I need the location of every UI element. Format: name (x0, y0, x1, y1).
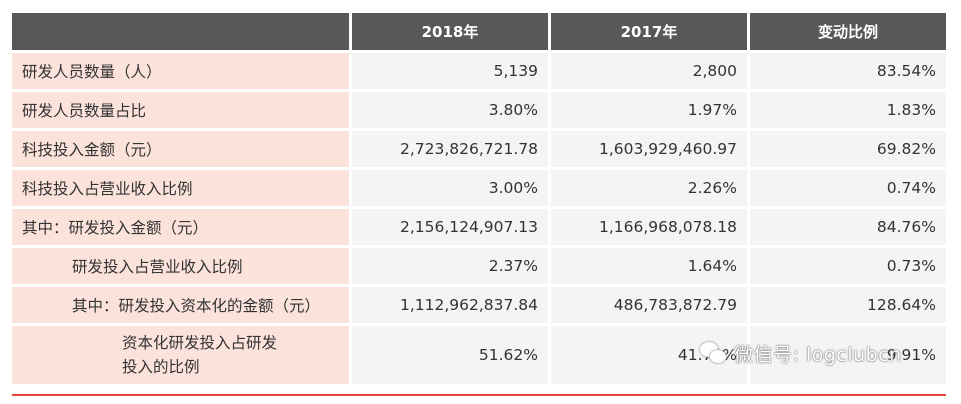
value-2017: 2,800 (551, 53, 747, 89)
value-2018: 51.62% (352, 326, 548, 384)
value-2017: 486,783,872.79 (551, 287, 747, 323)
wechat-icon (700, 341, 728, 366)
value-change: 9.91% (750, 326, 946, 384)
value-2017: 2.26% (551, 170, 747, 206)
row-label: 研发人员数量（人） (12, 53, 349, 89)
watermark-text: 微信号: logclubcn (734, 344, 902, 366)
row-label: 资本化研发投入占研发 投入的比例 (12, 326, 349, 384)
table-row: 其中：研发投入资本化的金额（元） 1,112,962,837.84 486,78… (12, 287, 946, 323)
value-2017: 1,166,968,078.18 (551, 209, 747, 245)
value-2018: 2,723,826,721.78 (352, 131, 548, 167)
row-label-line2: 投入的比例 (122, 358, 200, 376)
header-2018: 2018年 (352, 13, 548, 50)
row-label: 研发投入占营业收入比例 (12, 248, 349, 284)
value-2017: 1,603,929,460.97 (551, 131, 747, 167)
value-change: 0.73% (750, 248, 946, 284)
value-change: 84.76% (750, 209, 946, 245)
table-row: 研发人员数量（人） 5,139 2,800 83.54% (12, 53, 946, 89)
header-blank (12, 13, 349, 50)
value-change: 69.82% (750, 131, 946, 167)
table-row: 研发人员数量占比 3.80% 1.97% 1.83% (12, 92, 946, 128)
value-change: 1.83% (750, 92, 946, 128)
value-2018: 2.37% (352, 248, 548, 284)
value-change: 0.74% (750, 170, 946, 206)
row-label: 科技投入占营业收入比例 (12, 170, 349, 206)
value-2018: 1,112,962,837.84 (352, 287, 548, 323)
row-label: 其中：研发投入金额（元） (12, 209, 349, 245)
table-row: 其中：研发投入金额（元） 2,156,124,907.13 1,166,968,… (12, 209, 946, 245)
table-header-row: 2018年 2017年 变动比例 (12, 13, 946, 50)
value-change: 83.54% (750, 53, 946, 89)
table-row: 研发投入占营业收入比例 2.37% 1.64% 0.73% (12, 248, 946, 284)
table-row: 科技投入金额（元） 2,723,826,721.78 1,603,929,460… (12, 131, 946, 167)
row-label: 研发人员数量占比 (12, 92, 349, 128)
wechat-watermark: 微信号: logclubcn (700, 340, 902, 367)
bottom-accent-line (12, 394, 946, 396)
row-label: 其中：研发投入资本化的金额（元） (12, 287, 349, 323)
value-2018: 3.80% (352, 92, 548, 128)
row-label-line1: 资本化研发投入占研发 (122, 334, 278, 352)
value-change: 128.64% (750, 287, 946, 323)
rd-investment-table: 2018年 2017年 变动比例 研发人员数量（人） 5,139 2,800 8… (12, 13, 946, 387)
table-row: 科技投入占营业收入比例 3.00% 2.26% 0.74% (12, 170, 946, 206)
header-2017: 2017年 (551, 13, 747, 50)
value-2017: 1.97% (551, 92, 747, 128)
value-2017: 1.64% (551, 248, 747, 284)
row-label: 科技投入金额（元） (12, 131, 349, 167)
header-change: 变动比例 (750, 13, 946, 50)
value-2018: 2,156,124,907.13 (352, 209, 548, 245)
value-2018: 3.00% (352, 170, 548, 206)
value-2018: 5,139 (352, 53, 548, 89)
